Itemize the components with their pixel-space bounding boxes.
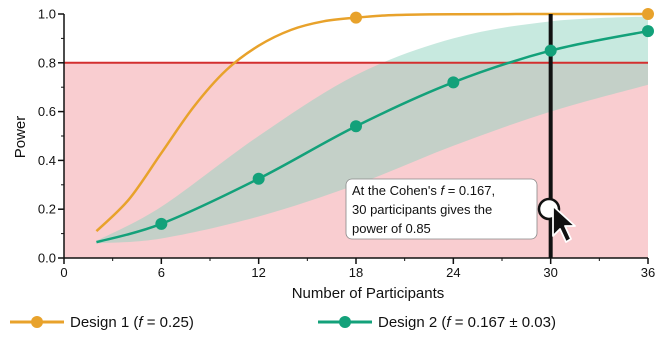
x-tick-label: 18	[349, 265, 363, 280]
design-2-confidence-band	[96, 16, 648, 244]
x-tick-label: 0	[60, 265, 67, 280]
y-tick-label: 0.0	[38, 251, 56, 266]
legend-item-design-1: Design 1 (f = 0.25)	[10, 314, 194, 331]
annotation-callout: At the Cohen's f = 0.167, 30 participant…	[345, 178, 538, 240]
legend-marker-design-2	[339, 316, 351, 328]
y-tick-label: 0.8	[38, 55, 56, 70]
design-2-point	[252, 172, 265, 185]
annotation-box	[345, 178, 538, 240]
design-1-point	[350, 11, 362, 24]
annotation-line-2: 30 participants gives the	[352, 202, 492, 217]
x-tick-label: 12	[251, 265, 265, 280]
legend-label-design-2: Design 2 (f = 0.167 ± 0.03)	[378, 314, 556, 331]
y-tick-label: 1.0	[38, 7, 56, 22]
pointer-cursor[interactable]	[537, 197, 576, 243]
axes: 0.0 0.2 0.4 0.6 0.8 1.0 0 6 12 18 24 30 36	[38, 7, 655, 281]
design-2-point	[642, 25, 654, 38]
legend: Design 1 (f = 0.25) Design 2 (f = 0.167 …	[10, 314, 556, 331]
design-2-point	[447, 76, 460, 89]
arrow-cursor-icon	[552, 205, 576, 243]
design-2-point	[544, 44, 557, 57]
y-axis-title: Power	[12, 116, 29, 159]
y-tick-label: 0.6	[38, 104, 56, 119]
design-2-point	[350, 120, 362, 133]
x-tick-label: 24	[446, 265, 460, 280]
legend-label-design-1: Design 1 (f = 0.25)	[70, 314, 194, 331]
x-tick-label: 30	[543, 265, 557, 280]
design-1-line	[95, 12, 649, 233]
x-tick-label: 6	[158, 265, 165, 280]
annotation-line-3: power of 0.85	[352, 221, 431, 236]
annotation-line-1: At the Cohen's f = 0.167,	[352, 183, 495, 198]
design-2-point	[155, 217, 168, 230]
legend-item-design-2: Design 2 (f = 0.167 ± 0.03)	[318, 314, 556, 331]
y-tick-label: 0.4	[38, 153, 56, 168]
x-tick-label: 36	[641, 265, 655, 280]
legend-marker-design-1	[31, 316, 43, 328]
design-1-point	[642, 8, 654, 20]
y-tick-label: 0.2	[38, 202, 56, 217]
x-axis-title: Number of Participants	[292, 285, 445, 302]
